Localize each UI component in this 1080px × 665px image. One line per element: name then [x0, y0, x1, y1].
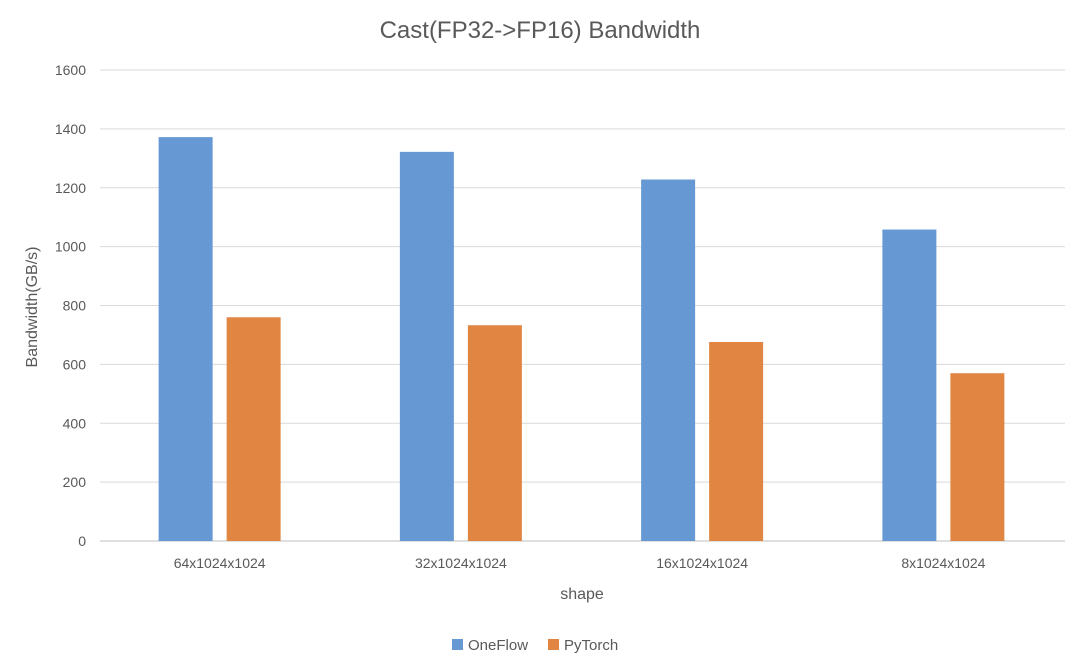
chart-title: Cast(FP32->FP16) Bandwidth — [380, 17, 701, 44]
bar-oneflow-16x1024x1024 — [641, 179, 696, 541]
y-axis-label: Bandwidth(GB/s) — [24, 247, 41, 368]
bar-oneflow-8x1024x1024 — [882, 229, 937, 541]
y-axis-ticks: 0 200 400 600 800 1000 1200 1400 1600 — [55, 62, 86, 549]
legend-swatch-oneflow — [452, 639, 463, 650]
bar-pytorch-16x1024x1024 — [709, 342, 764, 541]
y-tick-label: 600 — [63, 356, 87, 372]
x-tick-label: 16x1024x1024 — [656, 555, 748, 571]
bar-oneflow-32x1024x1024 — [399, 151, 454, 541]
bar-pytorch-64x1024x1024 — [226, 317, 281, 541]
y-tick-label: 0 — [78, 533, 86, 549]
legend-swatch-pytorch — [548, 639, 559, 650]
x-axis-ticks: 64x1024x1024 32x1024x1024 16x1024x1024 8x10… — [174, 555, 986, 571]
bars — [158, 137, 1005, 541]
x-tick-label: 8x1024x1024 — [901, 555, 985, 571]
y-tick-label: 1400 — [55, 121, 86, 137]
legend-label-oneflow: OneFlow — [468, 637, 528, 654]
y-tick-label: 1200 — [55, 180, 86, 196]
legend: OneFlow PyTorch — [452, 637, 618, 654]
bar-oneflow-64x1024x1024 — [158, 137, 213, 541]
bar-pytorch-8x1024x1024 — [950, 373, 1005, 541]
legend-label-pytorch: PyTorch — [564, 637, 618, 654]
x-axis-label: shape — [560, 586, 604, 603]
bar-pytorch-32x1024x1024 — [467, 325, 522, 541]
y-tick-label: 800 — [63, 298, 87, 314]
y-tick-label: 400 — [63, 415, 87, 431]
y-tick-label: 200 — [63, 474, 87, 490]
x-tick-label: 64x1024x1024 — [174, 555, 266, 571]
y-tick-label: 1600 — [55, 62, 86, 78]
x-tick-label: 32x1024x1024 — [415, 555, 507, 571]
y-tick-label: 1000 — [55, 239, 86, 255]
